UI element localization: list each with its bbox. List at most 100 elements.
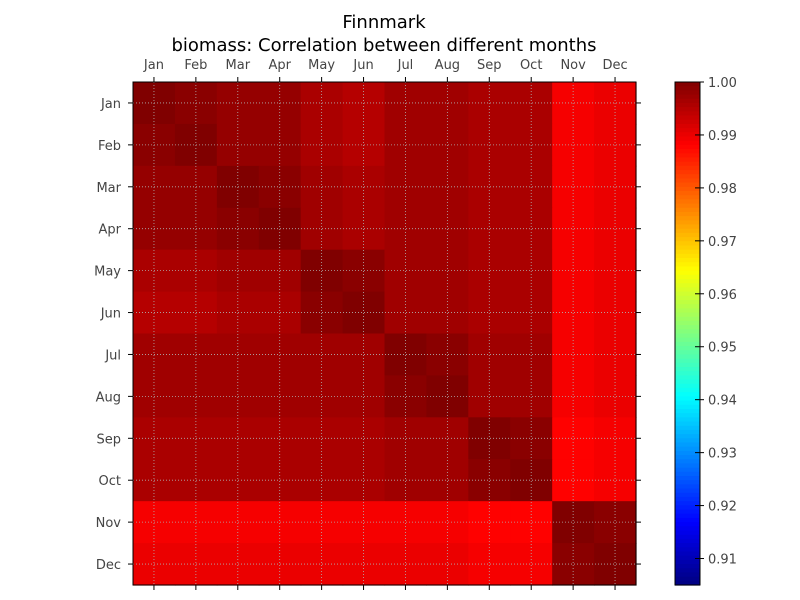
y-tick-label: May — [94, 265, 121, 280]
heatmap-cell — [342, 417, 386, 460]
colorbar-segment — [675, 253, 700, 259]
heatmap-cell — [468, 291, 511, 335]
heatmap-cell — [552, 501, 595, 544]
colorbar-frame — [674, 81, 701, 586]
heatmap-cell — [510, 543, 553, 586]
heatmap-cell — [342, 333, 386, 377]
heatmap-cell — [510, 459, 553, 502]
heatmap-cell — [468, 543, 511, 586]
colorbar-segment — [675, 291, 700, 297]
heatmap-cell — [510, 375, 553, 418]
colorbar-segment — [675, 165, 700, 171]
chart-title: Finnmark — [342, 12, 426, 33]
heatmap-cell — [384, 501, 428, 544]
colorbar-segment — [675, 195, 700, 200]
colorbar-segment — [675, 530, 700, 536]
heatmap-cell — [384, 543, 428, 586]
colorbar-segment — [675, 509, 700, 515]
heatmap-cell — [426, 333, 469, 377]
heatmap-cell — [342, 291, 386, 335]
colorbar-segment — [675, 425, 700, 431]
colorbar-segment — [675, 455, 700, 460]
heatmap-cell — [342, 543, 386, 586]
colorbar-segment — [675, 287, 700, 293]
colorbar-segment — [675, 522, 700, 527]
x-tick-label: Sep — [477, 58, 502, 73]
x-tick-label: Dec — [602, 58, 627, 73]
colorbar-segment — [675, 241, 700, 247]
colorbar-segment — [675, 157, 700, 163]
colorbar-segment — [675, 107, 700, 112]
colorbar-segment — [675, 492, 700, 498]
heatmap-cell — [468, 333, 511, 377]
heatmap-cells — [133, 82, 637, 586]
colorbar-segment — [675, 354, 700, 360]
colorbar-segment — [675, 274, 700, 280]
colorbar-segment — [675, 102, 700, 108]
x-tick-label: Mar — [226, 58, 251, 73]
heatmap-cell — [594, 543, 637, 586]
heatmap-cell — [510, 333, 553, 377]
x-tick-label: Jan — [143, 58, 164, 73]
colorbar-segment — [675, 568, 700, 574]
colorbar-segment — [675, 111, 700, 117]
colorbar-segment — [675, 132, 700, 138]
y-tick-label: Jul — [104, 348, 121, 363]
heatmap-cell — [552, 459, 595, 502]
colorbar-segment — [675, 362, 700, 368]
colorbar-segment — [675, 471, 700, 477]
colorbar-segment — [675, 413, 700, 418]
colorbar-segment — [675, 279, 700, 284]
colorbar-segment — [675, 170, 700, 175]
colorbar-segment — [675, 86, 700, 91]
colorbar-segment — [675, 367, 700, 372]
heatmap-frame — [132, 81, 637, 586]
colorbar-segment — [675, 417, 700, 423]
y-tick-label: Mar — [96, 181, 121, 196]
heatmap-cell — [342, 375, 386, 418]
colorbar-segment — [675, 505, 700, 511]
colorbar-segment — [675, 488, 700, 494]
colorbar-segment — [675, 580, 700, 586]
heatmap-cell — [510, 501, 553, 544]
colorbar-segment — [675, 304, 700, 309]
heatmap-cell — [594, 459, 637, 502]
colorbar-segment — [675, 446, 700, 452]
colorbar-segment — [675, 186, 700, 192]
y-tick-label: Nov — [96, 516, 122, 531]
y-tick-label: Apr — [99, 223, 122, 238]
heatmap-cell — [510, 291, 553, 335]
colorbar-segment — [675, 559, 700, 565]
colorbar-segment — [675, 161, 700, 167]
colorbar-segment — [675, 463, 700, 469]
x-tick-label: Jul — [397, 58, 414, 73]
colorbar-segment — [675, 337, 700, 343]
chart-subtitle: biomass: Correlation between different m… — [171, 35, 596, 56]
colorbar-segment — [675, 237, 700, 242]
y-tick-label: Oct — [99, 474, 121, 489]
y-tick-label: Jun — [100, 307, 121, 322]
colorbar-segment — [675, 517, 700, 523]
colorbar-segment — [675, 480, 700, 485]
colorbar-tick-label: 0.98 — [708, 182, 737, 197]
colorbar-segment — [675, 94, 700, 100]
colorbar-segment — [675, 484, 700, 490]
colorbar-segment — [675, 476, 700, 481]
colorbar-segment — [675, 572, 700, 578]
colorbar-segment — [675, 149, 700, 154]
x-tick-label: Jun — [352, 58, 373, 73]
colorbar-segment — [675, 396, 700, 402]
colorbar-segment — [675, 383, 700, 389]
colorbar-segment — [675, 178, 700, 184]
colorbar-tick-label: 0.99 — [708, 129, 737, 144]
colorbar-tick-label: 0.96 — [708, 288, 737, 303]
colorbar-segment — [675, 400, 700, 406]
heatmap-cell — [426, 375, 469, 418]
heatmap-cell — [426, 501, 469, 544]
colorbar-segment — [675, 153, 700, 159]
colorbar-segment — [675, 224, 700, 230]
colorbar-segment — [675, 266, 700, 272]
colorbar-tick-label: 0.95 — [708, 341, 737, 356]
colorbar-segment — [675, 538, 700, 544]
